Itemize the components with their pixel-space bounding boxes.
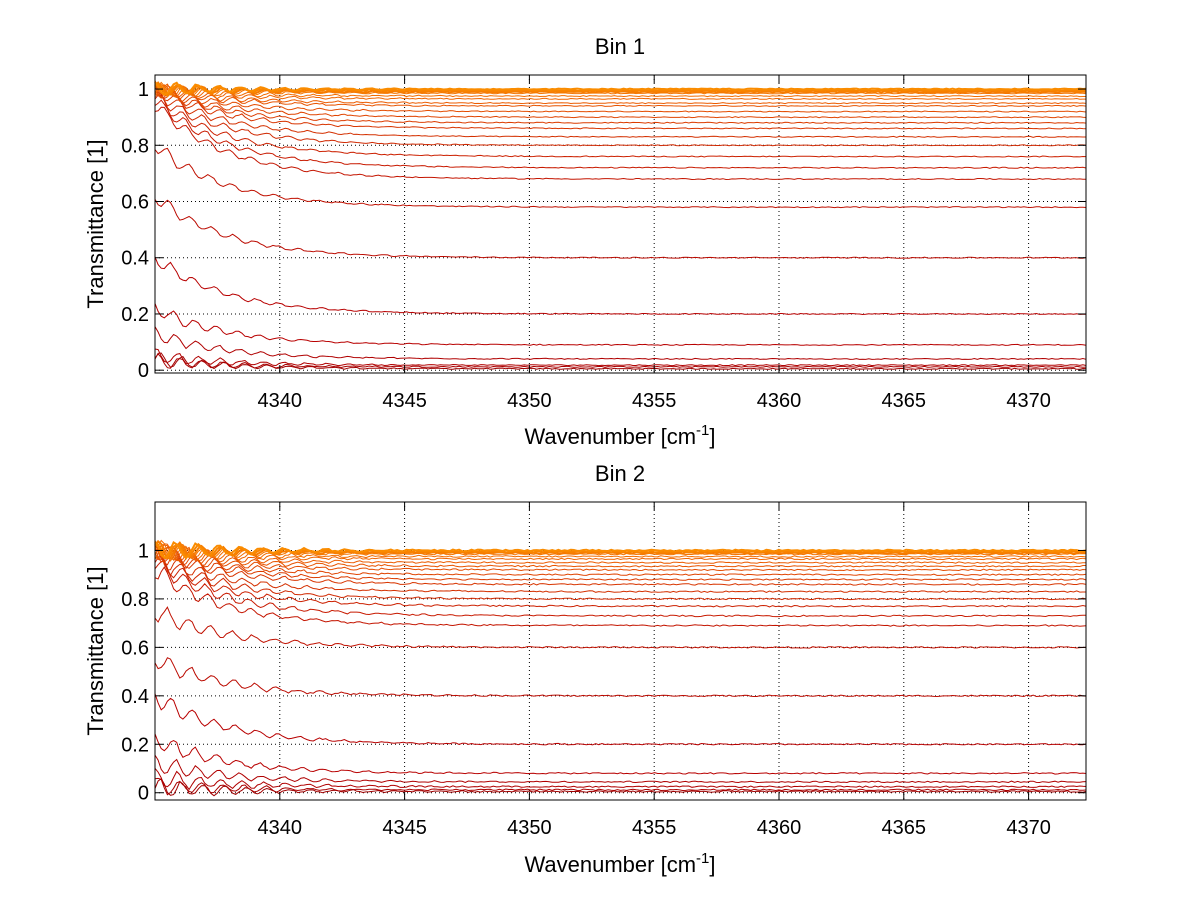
axes-frame — [154, 501, 1087, 801]
series-line-11 — [154, 555, 1087, 608]
chart-panel-bin-1: Bin 1 4340 4345 4350 4355 4360 4365 4370 0 0.2 0.… — [83, 34, 1087, 449]
x-tick-label: 4340 — [258, 817, 303, 839]
x-tick-label: 4345 — [382, 817, 427, 839]
grid-lines — [155, 502, 1086, 800]
y-tick-label: 0.2 — [121, 304, 149, 326]
series-line-5 — [154, 733, 1087, 775]
series-line-14 — [154, 80, 1087, 130]
series-line-2 — [154, 353, 1087, 369]
series-line-16 — [154, 85, 1087, 119]
series-line-18 — [154, 546, 1086, 568]
series-lines — [154, 539, 1087, 797]
series-line-25 — [154, 541, 1087, 560]
series-line-9 — [154, 106, 1086, 181]
series-line-19 — [154, 543, 1087, 564]
series-line-6 — [154, 256, 1086, 316]
series-line-3 — [154, 767, 1087, 791]
series-line-8 — [154, 606, 1087, 649]
x-tick-label: 4355 — [632, 390, 677, 412]
series-line-14 — [154, 541, 1087, 586]
y-tick-label: 0.4 — [121, 248, 149, 270]
chart-title: Bin 2 — [595, 461, 645, 486]
series-line-5 — [154, 303, 1087, 346]
x-tick-label: 4345 — [382, 390, 427, 412]
y-axis-label: Transmittance [1] — [83, 566, 108, 735]
series-line-13 — [154, 85, 1086, 138]
axis-ticks: 4340 4345 4350 4355 4360 4365 4370 0 0.2 0.4 0.6 0.… — [121, 75, 1086, 412]
series-line-18 — [154, 85, 1087, 107]
series-line-9 — [154, 566, 1087, 627]
series-line-15 — [154, 84, 1087, 124]
series-lines — [154, 80, 1087, 370]
x-tick-label: 4340 — [258, 390, 303, 412]
x-tick-label: 4365 — [882, 390, 927, 412]
series-line-15 — [154, 540, 1087, 581]
series-line-21 — [154, 539, 1087, 561]
series-line-21 — [154, 81, 1086, 98]
x-axis-label: Wavenumber [cm-1] — [524, 850, 715, 877]
chart-title: Bin 1 — [595, 34, 645, 59]
series-line-20 — [154, 543, 1087, 562]
x-axis-label: Wavenumber [cm-1] — [524, 422, 715, 449]
y-axis-label: Transmittance [1] — [83, 139, 108, 308]
y-tick-label: 0.6 — [121, 192, 149, 214]
y-tick-label: 0.8 — [121, 135, 149, 157]
series-line-10 — [154, 99, 1087, 169]
y-tick-label: 0.6 — [121, 637, 149, 659]
x-tick-label: 4360 — [757, 817, 802, 839]
series-line-8 — [154, 147, 1087, 209]
series-line-19 — [154, 83, 1087, 105]
x-tick-label: 4350 — [507, 390, 552, 412]
series-line-13 — [154, 545, 1086, 593]
x-tick-label: 4355 — [632, 817, 677, 839]
y-tick-label: 0 — [138, 360, 149, 382]
x-tick-label: 4350 — [507, 817, 552, 839]
series-line-4 — [154, 754, 1087, 784]
series-line-11 — [154, 94, 1087, 158]
series-line-25 — [154, 81, 1087, 96]
series-line-22 — [154, 83, 1087, 97]
series-line-7 — [154, 657, 1087, 698]
series-line-3 — [154, 348, 1087, 367]
x-tick-label: 4370 — [1006, 390, 1051, 412]
series-line-1 — [154, 352, 1087, 370]
series-line-6 — [154, 693, 1087, 746]
series-line-17 — [154, 546, 1087, 572]
y-tick-label: 1 — [138, 540, 149, 562]
y-tick-label: 0 — [138, 783, 149, 805]
series-line-17 — [154, 88, 1087, 113]
y-tick-label: 0.4 — [121, 686, 149, 708]
series-line-1 — [154, 778, 1087, 797]
y-tick-label: 0.8 — [121, 589, 149, 611]
series-line-22 — [154, 541, 1087, 562]
y-tick-label: 0.2 — [121, 734, 149, 756]
chart-panel-bin-2: Bin 2 4340 4345 4350 4355 4360 4365 4370 0 0.2 0.… — [83, 461, 1087, 877]
series-line-10 — [154, 559, 1087, 618]
x-tick-label: 4365 — [882, 817, 927, 839]
grid-lines — [155, 75, 1086, 373]
axes-frame — [154, 74, 1087, 374]
series-line-12 — [154, 547, 1087, 601]
series-line-2 — [154, 777, 1087, 796]
x-tick-label: 4360 — [757, 390, 802, 412]
series-line-7 — [154, 199, 1087, 259]
x-tick-label: 4370 — [1006, 817, 1051, 839]
series-line-4 — [154, 326, 1087, 360]
series-line-16 — [154, 545, 1087, 576]
series-line-20 — [154, 84, 1086, 100]
y-tick-label: 1 — [138, 79, 149, 101]
series-line-12 — [154, 91, 1087, 147]
axis-ticks: 4340 4345 4350 4355 4360 4365 4370 0 0.2 0.4 0.6 0.… — [121, 502, 1086, 839]
